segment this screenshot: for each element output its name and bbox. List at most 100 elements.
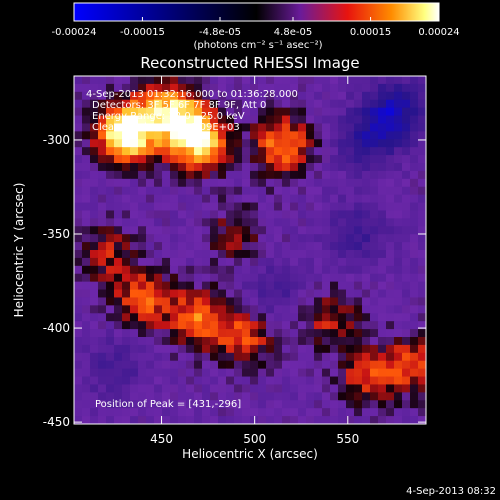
heatmap-cell bbox=[82, 400, 91, 409]
heatmap-cell bbox=[98, 313, 107, 322]
heatmap-cell bbox=[194, 210, 203, 219]
heatmap-cell bbox=[210, 242, 219, 251]
heatmap-cell bbox=[218, 257, 227, 267]
heatmap-cell bbox=[330, 392, 339, 401]
heatmap-cell bbox=[314, 313, 323, 322]
heatmap-cell bbox=[74, 234, 83, 243]
heatmap-cell bbox=[242, 139, 251, 148]
heatmap-cell bbox=[250, 178, 259, 188]
heatmap-cell bbox=[122, 218, 131, 227]
heatmap-cell bbox=[418, 99, 426, 109]
heatmap-cell bbox=[274, 297, 283, 306]
heatmap-cell bbox=[242, 384, 251, 393]
heatmap-cell bbox=[298, 321, 307, 330]
heatmap-cell bbox=[378, 242, 387, 251]
heatmap-cell bbox=[290, 416, 299, 424]
heatmap-cell bbox=[306, 313, 315, 322]
heatmap-cell bbox=[314, 115, 323, 124]
heatmap-cell bbox=[106, 163, 115, 172]
heatmap-cell bbox=[82, 194, 91, 204]
heatmap-cell bbox=[298, 147, 307, 156]
heatmap-cell bbox=[130, 360, 139, 370]
heatmap-cell bbox=[154, 218, 163, 227]
heatmap-cell bbox=[282, 329, 291, 338]
heatmap-cell bbox=[282, 83, 291, 93]
heatmap-cell bbox=[418, 352, 426, 362]
heatmap-cell bbox=[122, 131, 131, 140]
heatmap-cell bbox=[178, 265, 187, 275]
heatmap-cell bbox=[258, 392, 267, 401]
heatmap-cell bbox=[314, 76, 323, 85]
heatmap-cell bbox=[418, 400, 426, 409]
heatmap-cell bbox=[154, 352, 163, 362]
heatmap-cell bbox=[258, 400, 267, 409]
heatmap-cell bbox=[346, 376, 355, 385]
heatmap-cell bbox=[178, 392, 187, 401]
heatmap-cell bbox=[314, 123, 323, 132]
heatmap-cell bbox=[362, 123, 371, 132]
heatmap-cell bbox=[162, 337, 171, 346]
heatmap-cell bbox=[106, 360, 115, 370]
heatmap-cell bbox=[82, 186, 91, 196]
heatmap-cell bbox=[322, 368, 331, 378]
heatmap-cell bbox=[226, 352, 235, 362]
heatmap-cell bbox=[338, 384, 347, 393]
heatmap-cell bbox=[122, 297, 131, 306]
heatmap-cell bbox=[330, 337, 339, 346]
heatmap-cell bbox=[370, 76, 379, 85]
heatmap-cell bbox=[282, 155, 291, 164]
heatmap-cell bbox=[218, 289, 227, 298]
heatmap-cell bbox=[306, 416, 315, 424]
heatmap-cell bbox=[394, 91, 403, 101]
colorbar-tick-label: 4.8e-05 bbox=[274, 27, 312, 38]
heatmap-cell bbox=[314, 384, 323, 393]
heatmap-cell bbox=[314, 376, 323, 385]
heatmap-cell bbox=[338, 99, 347, 109]
heatmap-cell bbox=[378, 400, 387, 409]
heatmap-cell bbox=[106, 337, 115, 346]
heatmap-cell bbox=[306, 186, 315, 196]
heatmap-cell bbox=[178, 83, 187, 93]
heatmap-cell bbox=[90, 368, 99, 378]
heatmap-cell bbox=[410, 297, 419, 306]
heatmap-cell bbox=[82, 408, 91, 417]
heatmap-cell bbox=[90, 376, 99, 385]
heatmap-cell bbox=[162, 178, 171, 188]
heatmap-cell bbox=[354, 186, 363, 196]
heatmap-cell bbox=[146, 163, 155, 172]
heatmap-cell bbox=[274, 321, 283, 330]
heatmap-cell bbox=[298, 170, 307, 180]
heatmap-cell bbox=[370, 115, 379, 124]
heatmap-cell bbox=[114, 178, 123, 188]
heatmap-cell bbox=[154, 305, 163, 314]
heatmap-cell bbox=[250, 186, 259, 196]
heatmap-cell bbox=[274, 186, 283, 196]
heatmap-cell bbox=[146, 297, 155, 306]
heatmap-cell bbox=[138, 210, 147, 219]
heatmap-cell bbox=[234, 352, 243, 362]
heatmap-cell bbox=[98, 234, 107, 243]
heatmap-cell bbox=[338, 321, 347, 330]
heatmap-cell bbox=[402, 226, 411, 235]
heatmap-cell bbox=[226, 242, 235, 251]
heatmap-cell bbox=[370, 210, 379, 219]
heatmap-cell bbox=[90, 194, 99, 204]
heatmap-cell bbox=[266, 400, 275, 409]
heatmap-cell bbox=[146, 273, 155, 283]
heatmap-cell bbox=[194, 344, 203, 354]
heatmap-cell bbox=[242, 163, 251, 172]
heatmap-cell bbox=[402, 186, 411, 196]
heatmap-cell bbox=[290, 273, 299, 283]
heatmap-cell bbox=[410, 360, 419, 370]
heatmap-cell bbox=[106, 273, 115, 283]
heatmap-cell bbox=[138, 163, 147, 172]
heatmap-cell bbox=[218, 218, 227, 227]
heatmap-cell bbox=[338, 202, 347, 211]
heatmap-cell bbox=[146, 360, 155, 370]
heatmap-cell bbox=[98, 226, 107, 235]
heatmap-cell bbox=[354, 305, 363, 314]
heatmap-cell bbox=[178, 376, 187, 385]
heatmap-cell bbox=[114, 273, 123, 283]
heatmap-cell bbox=[402, 178, 411, 188]
heatmap-cell bbox=[146, 337, 155, 346]
